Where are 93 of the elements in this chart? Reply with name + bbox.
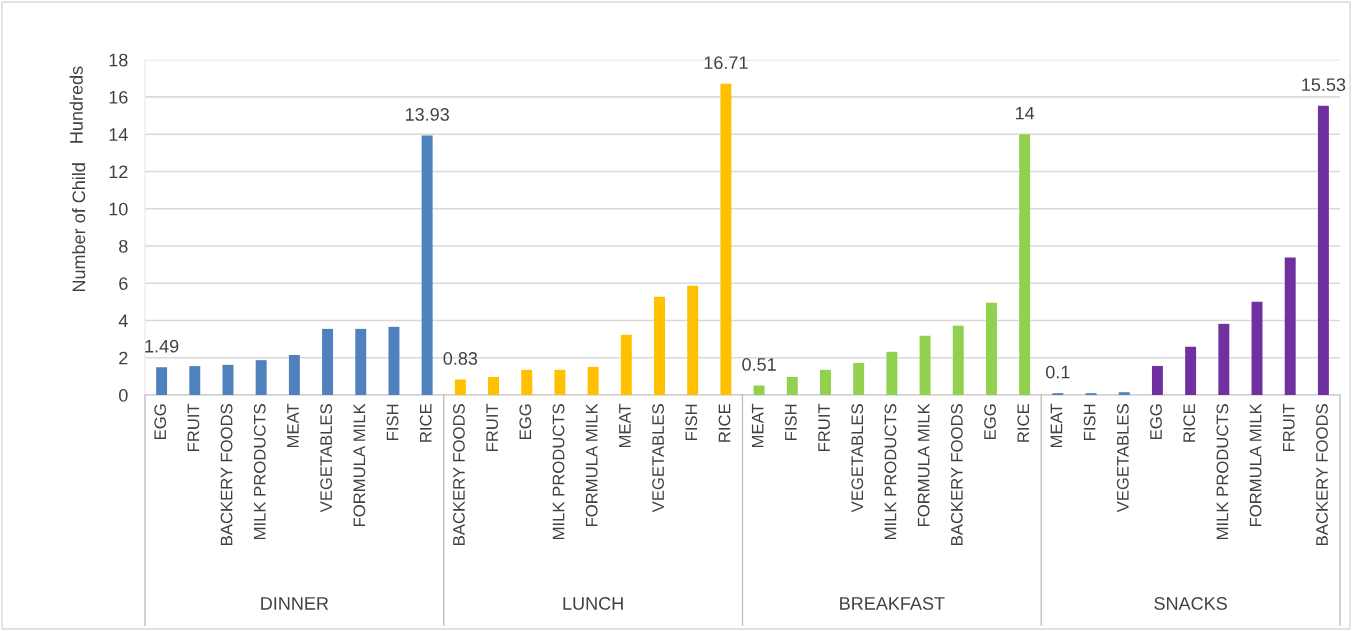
bar [355,328,367,395]
bar [388,326,400,395]
x-tick-label: BACKERY FOODS [1316,404,1328,545]
bar [1317,105,1329,395]
y-tick-label: 12 [109,165,128,179]
y-tick-label: 14 [109,128,128,141]
x-tick-label: FORMULA MILK [585,403,598,527]
data-label: 13.93 [405,108,449,121]
x-tick-label: MEAT [287,403,299,448]
text: LUNCH [563,597,623,610]
bar [654,296,665,395]
x-tick-label: FRUIT [486,403,499,452]
bar [1284,257,1296,395]
bar [1185,346,1197,395]
x-tick-label: MEAT [751,403,764,448]
bar [322,328,334,395]
x-tick-label: MILK PRODUCTS [552,404,565,540]
bar [1151,365,1163,395]
text: BREAKFAST [840,597,945,610]
data-label: 14 [1015,106,1035,120]
data-label: 1.49 [145,339,179,353]
bar [753,385,765,395]
bar [720,83,732,395]
data-label: 16.71 [704,56,748,70]
bar [1251,301,1263,395]
bar [1218,323,1230,395]
bar [687,285,699,395]
x-tick-label: EGG [154,404,167,440]
bar [488,376,500,395]
x-tick-label: FISH [784,404,797,440]
y-tick-label: 10 [109,202,128,216]
bar [222,364,234,395]
y-tick-label: 16 [109,90,128,104]
x-tick-label: VEGETABLES [851,404,864,513]
text: DINNER [261,597,329,610]
x-tick-label: FRUIT [187,403,200,452]
y-tick-label: 18 [109,53,128,67]
bar [886,351,898,395]
bar [189,366,201,395]
bar [521,369,533,395]
x-tick-label: FISH [386,404,399,440]
bar [919,335,931,395]
x-tick-label: BACKERY FOODS [220,404,233,545]
bar [620,334,632,395]
bar [820,369,831,395]
x-tick-label: MILK PRODUCTS [1216,404,1229,540]
y-tick-label: 2 [119,351,128,365]
y-tick-label: 0 [119,388,128,402]
text: SNACKS [1154,597,1227,610]
bar [853,362,865,395]
y-tick-label: 6 [119,277,128,290]
bar [454,379,466,395]
bar [786,376,798,395]
bar [255,360,267,395]
text: Hundreds [69,66,83,143]
y-tick-label: 8 [119,239,128,253]
x-tick-label: EGG [984,404,996,440]
data-label: 15.53 [1302,78,1346,92]
data-label: 0.51 [742,358,776,371]
x-tick-label: RICE [419,404,432,442]
x-tick-label: FORMULA MILK [917,403,930,527]
x-tick-label: EGG [1150,404,1162,440]
x-tick-label: MEAT [619,403,631,448]
x-tick-label: RICE [718,404,731,442]
y-tick-label: 4 [118,314,128,328]
bar [587,366,599,395]
x-tick-label: FORMULA MILK [353,403,366,527]
bar [554,369,566,395]
x-tick-label: RICE [1183,404,1196,442]
data-label: 0.1 [1046,365,1070,379]
x-tick-label: VEGETABLES [320,404,333,513]
x-tick-label: BACKERY FOODS [950,404,963,545]
x-tick-label: EGG [519,404,532,440]
x-tick-label: VEGETABLES [1116,404,1129,513]
x-tick-label: RICE [1017,404,1030,442]
bar [288,354,300,395]
x-tick-label: VEGETABLES [652,404,664,513]
x-tick-label: MEAT [1050,403,1063,448]
x-tick-label: BACKERY FOODS [453,404,465,545]
bar [421,135,433,395]
x-tick-label: FISH [1083,404,1096,440]
x-tick-label: MILK PRODUCTS [253,404,266,540]
x-tick-label: FORMULA MILK [1249,403,1262,527]
x-tick-label: MILK PRODUCTS [884,404,897,540]
bar [952,325,964,395]
x-tick-label: FISH [685,404,698,440]
bar [1019,134,1031,395]
data-label: 0.83 [443,352,478,365]
bar [156,367,168,395]
bar [985,302,997,395]
y-axis-title: Number of Child [71,163,86,292]
x-tick-label: FRUIT [818,403,830,452]
x-tick-label: FRUIT [1283,403,1295,452]
